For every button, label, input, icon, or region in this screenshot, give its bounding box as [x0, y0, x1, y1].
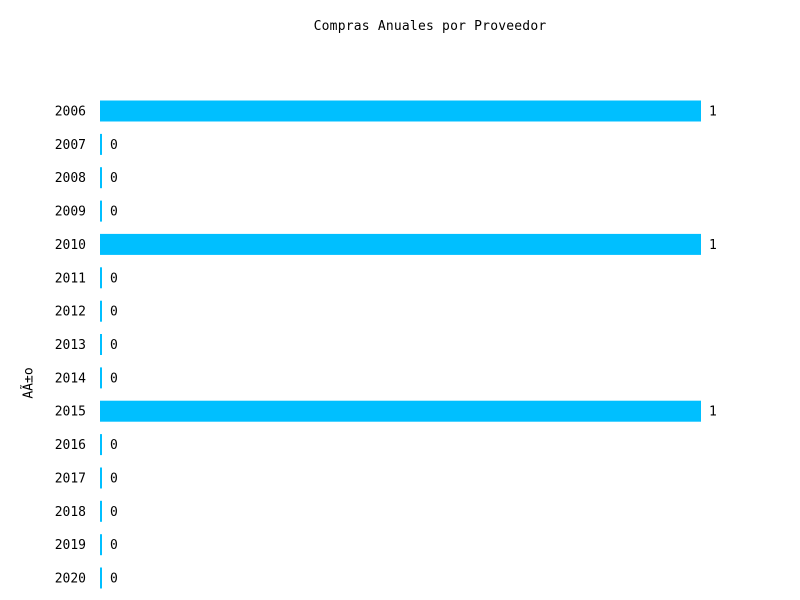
y-tick-label: 2007	[55, 138, 86, 153]
y-tick-label: 2010	[55, 238, 86, 253]
data-label: 1	[709, 238, 717, 253]
data-label: 0	[110, 138, 118, 153]
y-tick-label: 2018	[55, 505, 86, 520]
data-label: 1	[709, 105, 717, 120]
bar-2013	[100, 334, 102, 355]
bar-2014	[100, 367, 102, 389]
bar-2017	[100, 467, 102, 489]
data-label: 0	[110, 505, 118, 520]
bar-2015	[100, 400, 701, 422]
y-tick-label: 2008	[55, 171, 86, 186]
data-label: 0	[110, 371, 118, 386]
y-tick-label: 2019	[55, 538, 86, 553]
data-label: 0	[110, 572, 118, 587]
bar-2007	[100, 133, 102, 155]
y-tick-label: 2015	[55, 405, 86, 420]
data-label: 0	[110, 538, 118, 553]
data-label: 0	[110, 338, 118, 353]
bar-2016	[100, 434, 102, 456]
bar-2006	[100, 100, 701, 122]
chart-title: Compras Anuales por Proveedor	[313, 19, 547, 34]
data-label: 0	[110, 171, 118, 186]
y-tick-label: 2011	[55, 271, 86, 286]
data-label: 0	[110, 305, 118, 320]
bar-2020	[100, 567, 102, 589]
y-tick-label: 2006	[55, 105, 86, 120]
bar-2009	[100, 200, 102, 222]
bar-2012	[100, 300, 102, 322]
y-tick-label: 2017	[55, 472, 86, 487]
bar-2008	[100, 167, 102, 189]
data-label: 0	[110, 438, 118, 453]
y-tick-label: 2012	[55, 305, 86, 320]
y-tick-label: 2016	[55, 438, 86, 453]
data-label: 1	[709, 405, 717, 420]
data-label: 0	[110, 205, 118, 220]
data-label: 0	[110, 472, 118, 487]
data-label: 0	[110, 271, 118, 286]
y-tick-label: 2009	[55, 205, 86, 220]
y-tick-label: 2020	[55, 572, 86, 587]
y-tick-label: 2014	[55, 371, 86, 386]
bar-2019	[100, 534, 102, 556]
bar-2011	[100, 267, 102, 289]
bar-2018	[100, 500, 102, 522]
bar-2010	[100, 233, 701, 255]
y-tick-label: 2013	[55, 338, 86, 353]
